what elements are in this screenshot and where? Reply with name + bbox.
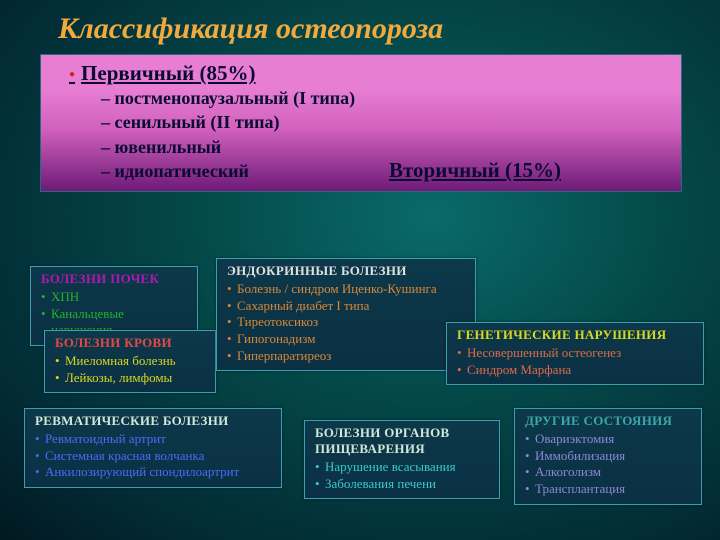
primary-label: Первичный (85%)	[69, 61, 665, 86]
secondary-label: Вторичный (15%)	[389, 158, 561, 183]
primary-item: идиопатический	[101, 159, 665, 183]
card-item: Лейкозы, лимфомы	[55, 370, 205, 387]
card-item: ХПН	[41, 289, 187, 306]
card-title: БОЛЕЗНИ КРОВИ	[55, 335, 205, 351]
card-item: Иммобилизация	[525, 448, 691, 465]
card-endo: ЭНДОКРИННЫЕ БОЛЕЗНИ Болезнь / синдром Иц…	[216, 258, 476, 371]
card-item: Миеломная болезнь	[55, 353, 205, 370]
card-item: Алкоголизм	[525, 464, 691, 481]
card-digest: БОЛЕЗНИ ОРГАНОВ ПИЩЕВАРЕНИЯ Нарушение вс…	[304, 420, 500, 499]
card-item: Болезнь / синдром Иценко-Кушинга	[227, 281, 465, 298]
card-title: ДРУГИЕ СОСТОЯНИЯ	[525, 413, 691, 429]
card-item: Гиперпаратиреоз	[227, 348, 465, 365]
card-genet: ГЕНЕТИЧЕСКИЕ НАРУШЕНИЯ Несовершенный ост…	[446, 322, 704, 385]
card-title: БОЛЕЗНИ ОРГАНОВ ПИЩЕВАРЕНИЯ	[315, 425, 489, 457]
slide-title: Классификация остеопороза	[0, 0, 720, 52]
card-title: БОЛЕЗНИ ПОЧЕК	[41, 271, 187, 287]
primary-item: сенильный (II типа)	[101, 110, 665, 134]
card-item: Сахарный диабет I типа	[227, 298, 465, 315]
primary-classification-box: Первичный (85%) постменопаузальный (I ти…	[40, 54, 682, 192]
primary-item: постменопаузальный (I типа)	[101, 86, 665, 110]
card-item: Анкилозирующий спондилоартрит	[35, 464, 271, 481]
primary-item: ювенильный	[101, 135, 665, 159]
card-blood: БОЛЕЗНИ КРОВИ Миеломная болезнь Лейкозы,…	[44, 330, 216, 393]
card-item: Синдром Марфана	[457, 362, 693, 379]
card-title: ГЕНЕТИЧЕСКИЕ НАРУШЕНИЯ	[457, 327, 693, 343]
card-title: РЕВМАТИЧЕСКИЕ БОЛЕЗНИ	[35, 413, 271, 429]
card-rheum: РЕВМАТИЧЕСКИЕ БОЛЕЗНИ Ревматоидный артри…	[24, 408, 282, 488]
card-other: ДРУГИЕ СОСТОЯНИЯ Овариэктомия Иммобилиза…	[514, 408, 702, 505]
card-item: Нарушение всасывания	[315, 459, 489, 476]
card-item: Ревматоидный артрит	[35, 431, 271, 448]
card-item: Системная красная волчанка	[35, 448, 271, 465]
card-item: Тиреотоксикоз	[227, 314, 465, 331]
card-item: Гипогонадизм	[227, 331, 465, 348]
card-title: ЭНДОКРИННЫЕ БОЛЕЗНИ	[227, 263, 465, 279]
card-item: Трансплантация	[525, 481, 691, 498]
card-item: Овариэктомия	[525, 431, 691, 448]
card-item: Несовершенный остеогенез	[457, 345, 693, 362]
card-item: Заболевания печени	[315, 476, 489, 493]
